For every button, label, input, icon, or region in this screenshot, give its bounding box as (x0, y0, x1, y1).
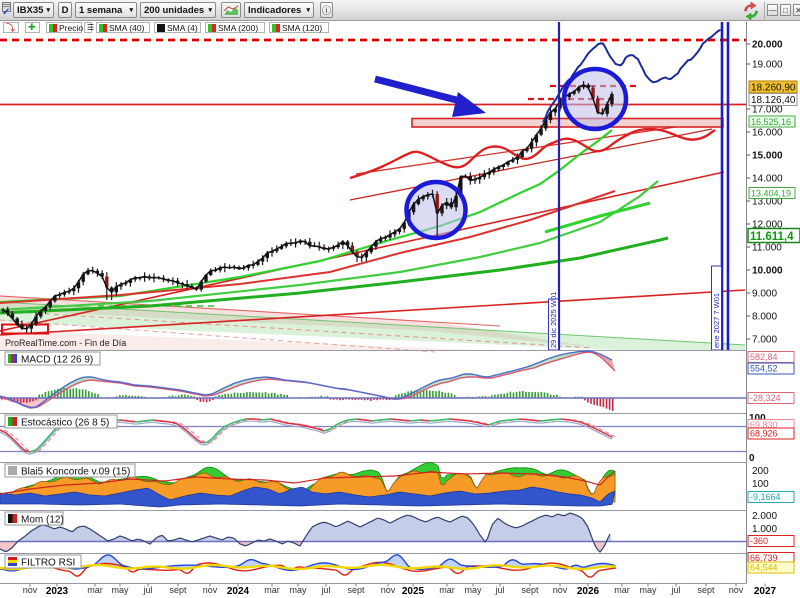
svg-text:13.404,19: 13.404,19 (751, 189, 791, 199)
svg-text:jul: jul (142, 585, 152, 595)
svg-text:mar: mar (264, 585, 280, 595)
svg-text:jul: jul (494, 585, 504, 595)
svg-text:10.000: 10.000 (752, 266, 783, 277)
svg-text:jul: jul (320, 585, 330, 595)
svg-text:66,739: 66,739 (750, 553, 778, 563)
svg-text:100: 100 (749, 413, 766, 424)
svg-text:sept: sept (521, 585, 539, 595)
svg-text:-9,1664: -9,1664 (750, 492, 781, 502)
svg-text:19.000: 19.000 (752, 60, 783, 71)
svg-text:12.000: 12.000 (752, 220, 783, 231)
svg-text:sept: sept (347, 585, 365, 595)
svg-text:-28,324: -28,324 (750, 393, 781, 403)
svg-text:nov: nov (23, 585, 38, 595)
svg-text:9.000: 9.000 (752, 289, 777, 300)
svg-text:may: may (289, 585, 307, 595)
svg-text:may: may (639, 585, 657, 595)
svg-text:18.260,90: 18.260,90 (751, 83, 796, 94)
svg-text:nov: nov (553, 585, 568, 595)
svg-text:Mom (12): Mom (12) (21, 515, 64, 526)
svg-text:ProRealTime.com - Fin de Día: ProRealTime.com - Fin de Día (5, 338, 126, 348)
svg-text:Estocástico (26 8 5): Estocástico (26 8 5) (21, 418, 109, 429)
svg-text:mar: mar (87, 585, 103, 595)
svg-text:jul: jul (670, 585, 680, 595)
svg-text:mar: mar (439, 585, 455, 595)
svg-text:14.000: 14.000 (752, 174, 783, 185)
svg-text:2.000: 2.000 (752, 511, 777, 522)
svg-text:11.611,4: 11.611,4 (750, 231, 794, 243)
svg-text:2024: 2024 (227, 586, 250, 597)
svg-text:13.000: 13.000 (752, 197, 783, 208)
svg-text:FILTRO RSI: FILTRO RSI (21, 558, 75, 569)
svg-text:582,84: 582,84 (750, 352, 778, 362)
svg-text:may: may (464, 585, 482, 595)
svg-text:18.126,40: 18.126,40 (751, 95, 796, 106)
svg-text:nov: nov (729, 585, 744, 595)
svg-text:Blai5 Koncorde v.09 (15): Blai5 Koncorde v.09 (15) (21, 467, 130, 478)
svg-text:nov: nov (203, 585, 218, 595)
svg-text:554,52: 554,52 (750, 364, 778, 374)
svg-text:0: 0 (749, 453, 755, 464)
svg-text:1.000: 1.000 (752, 524, 777, 535)
svg-text:2025: 2025 (402, 586, 425, 597)
svg-text:may: may (111, 585, 129, 595)
svg-text:2023: 2023 (46, 586, 69, 597)
svg-text:69,830: 69,830 (750, 420, 778, 430)
svg-text:2027: 2027 (754, 586, 777, 597)
svg-text:11.000: 11.000 (752, 243, 782, 254)
svg-text:-360: -360 (750, 536, 768, 546)
svg-text:200: 200 (752, 466, 769, 477)
svg-text:64,544: 64,544 (750, 563, 778, 573)
svg-text:mar: mar (614, 585, 630, 595)
svg-text:2026: 2026 (577, 586, 600, 597)
svg-text:nov: nov (381, 585, 396, 595)
svg-text:15.000: 15.000 (752, 151, 783, 162)
svg-text:sept: sept (697, 585, 715, 595)
svg-text:16.525,16: 16.525,16 (751, 117, 791, 127)
svg-text:7.000: 7.000 (752, 335, 777, 346)
svg-text:29 dic 2025 W01: 29 dic 2025 W01 (549, 292, 558, 348)
svg-text:MACD (12 26 9): MACD (12 26 9) (21, 355, 93, 366)
svg-text:sept: sept (169, 585, 187, 595)
svg-text:68,926: 68,926 (750, 429, 778, 439)
svg-text:ene 2027 7 W01: ene 2027 7 W01 (712, 293, 721, 348)
svg-text:16.000: 16.000 (752, 128, 783, 139)
svg-text:17.000: 17.000 (752, 105, 783, 116)
svg-text:100: 100 (752, 479, 769, 490)
svg-text:20.000: 20.000 (752, 40, 783, 51)
svg-text:8.000: 8.000 (752, 312, 777, 323)
